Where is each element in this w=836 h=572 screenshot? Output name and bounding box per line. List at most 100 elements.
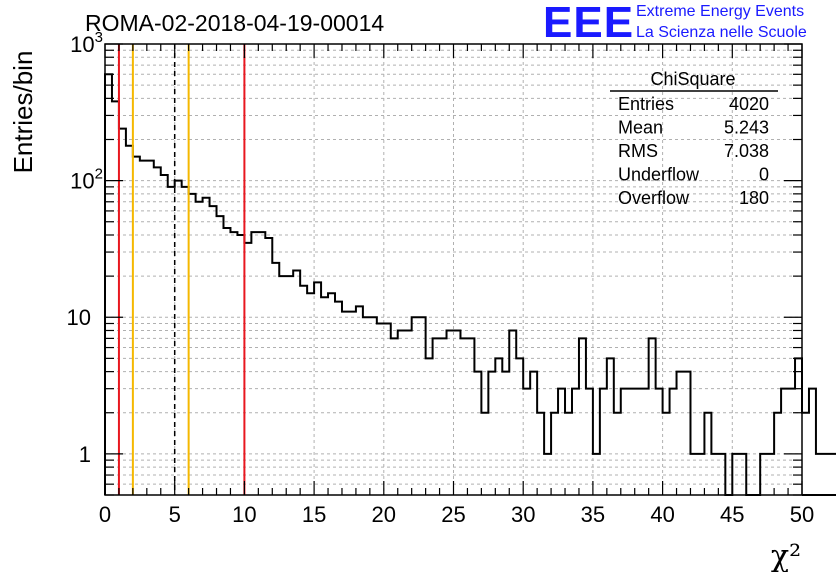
histogram-bin (182, 187, 189, 495)
histogram-bin (516, 358, 523, 495)
histogram-bin (203, 198, 210, 495)
histogram-bin (370, 317, 377, 495)
histogram-bin (286, 276, 293, 495)
histogram-bin (419, 317, 426, 495)
histogram-bin (579, 338, 586, 495)
histogram-bin (293, 270, 300, 495)
stats-label: Overflow (618, 188, 690, 208)
stats-label: Mean (618, 118, 663, 138)
histogram-bin (168, 187, 175, 495)
histogram-bin (530, 372, 537, 495)
x-tick-label: 5 (169, 502, 181, 527)
chart-title: ROMA-02-2018-04-19-00014 (85, 10, 385, 36)
histogram-bin (488, 372, 495, 495)
histogram-bin (586, 389, 593, 495)
histogram-bin (244, 243, 251, 495)
stats-title: ChiSquare (650, 69, 735, 89)
x-tick-label: 35 (581, 502, 605, 527)
histogram-bin (558, 389, 565, 495)
logo-subtitle-line1: Extreme Energy Events (636, 3, 805, 20)
histogram-bin (467, 338, 474, 495)
histogram-bin (600, 389, 607, 495)
stats-value: 4020 (729, 94, 769, 114)
histogram-bin (816, 454, 823, 495)
stats-value: 5.243 (724, 118, 769, 138)
x-axis-label: χ² (771, 539, 801, 572)
x-tick-label: 40 (650, 502, 674, 527)
x-tick-label: 50 (790, 502, 814, 527)
stats-label: Underflow (618, 165, 700, 185)
y-tick-label: 103 (70, 29, 103, 57)
histogram-bin (572, 389, 579, 495)
histogram-bin (677, 372, 684, 495)
y-axis-label: Entries/bin (8, 51, 38, 174)
histogram-bin (656, 389, 663, 495)
histogram-bin (189, 194, 196, 495)
x-tick-label: 15 (302, 502, 326, 527)
x-tick-label: 20 (372, 502, 396, 527)
histogram-bin (412, 317, 419, 495)
histogram-bin (230, 232, 237, 495)
histogram-bin (258, 232, 265, 495)
histogram-bin (628, 389, 635, 495)
histogram-bin (809, 389, 816, 495)
histogram-bin (788, 389, 795, 495)
histogram-bin (670, 389, 677, 495)
histogram-bin (495, 358, 502, 495)
stats-value: 180 (739, 188, 769, 208)
logo-subtitle-line2: La Scienza nelle Scuole (636, 24, 807, 41)
histogram-bin (154, 167, 161, 495)
histogram-bin (823, 454, 830, 495)
histogram-bin (384, 323, 391, 495)
x-tick-label: 10 (232, 502, 256, 527)
x-tick-label: 30 (511, 502, 535, 527)
histogram-bin (377, 323, 384, 495)
histogram-bin (426, 358, 433, 495)
grid-lines (104, 43, 803, 496)
histogram-bin (391, 338, 398, 495)
stats-label: Entries (618, 94, 674, 114)
y-tick-label: 10 (67, 305, 91, 330)
x-tick-labels: 0 5 10 15 20 25 30 35 40 45 50 (99, 502, 814, 527)
histogram-bin (112, 101, 119, 495)
histogram-bin (433, 338, 440, 495)
histogram-bin (649, 338, 656, 495)
histogram-bin (321, 297, 328, 495)
histogram-bin (279, 276, 286, 495)
histogram-bin (237, 235, 244, 495)
stats-label: RMS (618, 141, 658, 161)
histogram-bin (217, 216, 224, 495)
histogram-bin (684, 372, 691, 495)
histogram-bin (363, 317, 370, 495)
stats-value: 7.038 (724, 141, 769, 161)
histogram-bin (460, 338, 467, 495)
stats-box: ChiSquare Entries 4020 Mean 5.243 RMS 7.038 Un… (610, 69, 778, 208)
histogram-bin (607, 358, 614, 495)
histogram-bin (642, 389, 649, 495)
y-tick-labels: 1 10 102 103 (67, 29, 103, 467)
eee-logo: EEE (543, 0, 635, 47)
y-tick-label: 102 (70, 166, 103, 194)
histogram-bin (635, 389, 642, 495)
histogram-bin (802, 413, 809, 495)
histogram-outline (104, 73, 836, 496)
histogram-bin (210, 206, 217, 495)
histogram-bin (440, 338, 447, 495)
histogram-bin (161, 175, 168, 495)
x-tick-label: 45 (720, 502, 744, 527)
histogram-bin (474, 372, 481, 495)
histogram-bin (126, 146, 133, 495)
histogram-bin (175, 181, 182, 495)
histogram-bin (781, 389, 788, 495)
x-tick-label: 25 (441, 502, 465, 527)
histogram-bin (133, 157, 140, 495)
y-tick-label: 1 (79, 442, 91, 467)
histogram-bin (621, 389, 628, 495)
histogram-bin (502, 372, 509, 495)
histogram-bin (196, 202, 203, 495)
histogram-bin (119, 129, 126, 495)
x-tick-label: 0 (99, 502, 111, 527)
histogram-bin (105, 74, 112, 495)
histogram-series (104, 73, 836, 496)
